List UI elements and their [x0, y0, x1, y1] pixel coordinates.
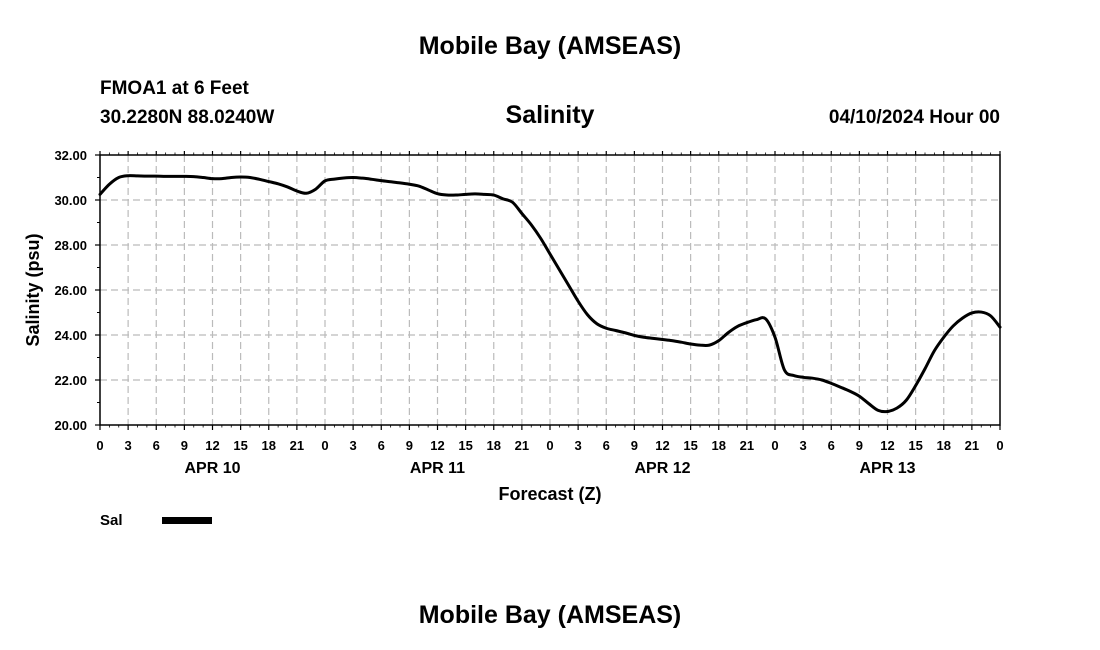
- y-tick-label: 26.00: [54, 283, 87, 298]
- y-tick-label: 22.00: [54, 373, 87, 388]
- x-tick-label: 6: [378, 438, 385, 453]
- x-tick-label: 12: [430, 438, 444, 453]
- x-tick-label: 0: [321, 438, 328, 453]
- x-tick-label: 0: [96, 438, 103, 453]
- day-labels: APR 10 APR 11 APR 12 APR 13: [184, 460, 915, 477]
- y-tick-label: 30.00: [54, 193, 87, 208]
- x-tick-label: 12: [655, 438, 669, 453]
- x-tick-label: 0: [546, 438, 553, 453]
- grid: [100, 155, 1000, 425]
- x-tick-label: 3: [125, 438, 132, 453]
- x-tick-label: 3: [800, 438, 807, 453]
- x-tick-label: 3: [350, 438, 357, 453]
- y-tick-label: 20.00: [54, 418, 87, 433]
- chart-title: Salinity: [505, 101, 595, 129]
- forecast-date: 04/10/2024 Hour 00: [828, 107, 1000, 128]
- x-tick-label: 3: [575, 438, 582, 453]
- x-tick-labels: 0 3 6 9 12 15 18 21 0 3 6 9 12 15 18 21 0 3 6 9 12 15 18 21 0 3 6 9…: [96, 438, 1003, 453]
- x-tick-label: 9: [856, 438, 863, 453]
- x-tick-label: 15: [458, 438, 472, 453]
- day-label: APR 12: [634, 460, 690, 477]
- x-tick-label: 21: [740, 438, 754, 453]
- y-axis-title: Salinity (psu): [23, 233, 43, 346]
- x-tick-label: 18: [262, 438, 276, 453]
- y-tick-label: 28.00: [54, 238, 87, 253]
- x-tick-label: 21: [290, 438, 304, 453]
- day-label: APR 11: [410, 460, 465, 477]
- x-axis-title: Forecast (Z): [498, 484, 601, 504]
- day-label: APR 10: [184, 460, 240, 477]
- x-tick-label: 6: [603, 438, 610, 453]
- main-title: Mobile Bay (AMSEAS): [418, 32, 682, 60]
- x-tick-label: 9: [631, 438, 638, 453]
- x-tick-label: 12: [205, 438, 219, 453]
- x-tick-label: 6: [153, 438, 160, 453]
- day-label: APR 13: [859, 460, 915, 477]
- station-coordinates: 30.2280N 88.0240W: [100, 107, 275, 128]
- y-tick-label: 32.00: [54, 148, 87, 163]
- series-line-sal: [98, 174, 1002, 414]
- x-tick-label: 9: [406, 438, 413, 453]
- x-tick-label: 15: [908, 438, 922, 453]
- legend: Sal: [100, 512, 212, 529]
- x-tick-label: 18: [937, 438, 951, 453]
- x-tick-label: 15: [683, 438, 697, 453]
- plot-frame: [99, 154, 1001, 426]
- x-tick-label: 18: [487, 438, 501, 453]
- y-tick-label: 24.00: [54, 328, 87, 343]
- x-tick-label: 21: [965, 438, 979, 453]
- legend-swatch-sal: [162, 517, 212, 524]
- station-name: FMOA1 at 6 Feet: [100, 78, 249, 99]
- x-tick-label: 21: [515, 438, 529, 453]
- bottom-title: Mobile Bay (AMSEAS): [418, 601, 682, 629]
- x-tick-label: 9: [181, 438, 188, 453]
- legend-label-sal: Sal: [100, 512, 123, 529]
- x-tick-label: 6: [828, 438, 835, 453]
- y-tick-labels: 20.00 22.00 24.00 26.00 28.00 30.00 32.00: [54, 148, 87, 433]
- x-tick-label: 0: [771, 438, 778, 453]
- x-tick-label: 12: [880, 438, 894, 453]
- x-tick-label: 0: [996, 438, 1003, 453]
- x-tick-label: 15: [233, 438, 247, 453]
- series: [98, 174, 1002, 414]
- x-tick-label: 18: [712, 438, 726, 453]
